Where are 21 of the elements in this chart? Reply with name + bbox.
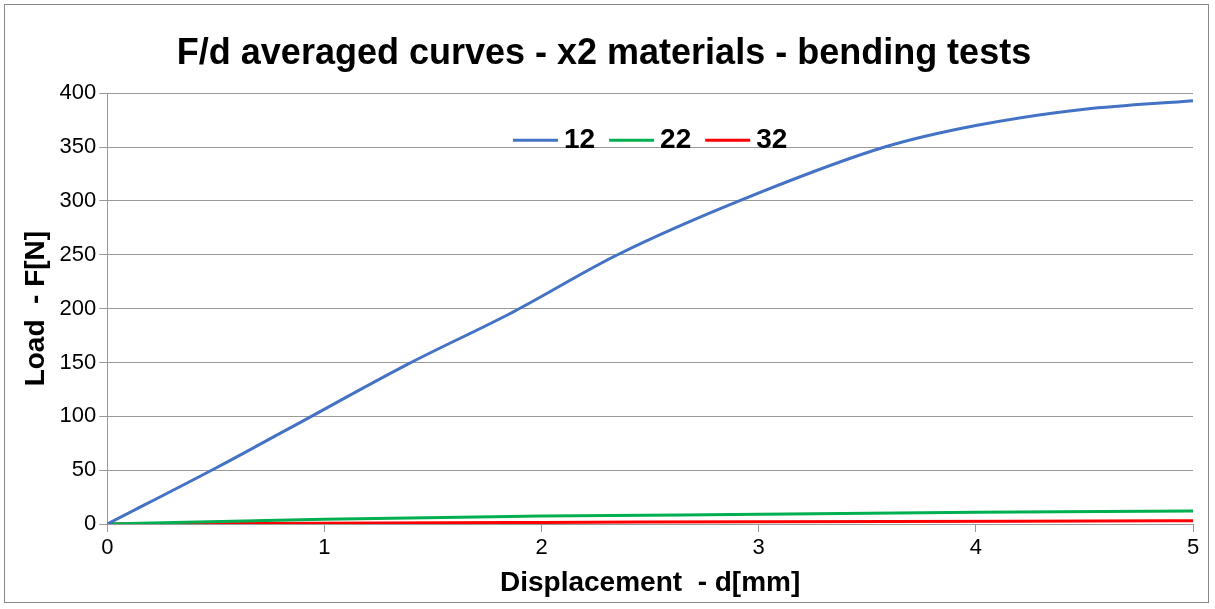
y-tick-label: 350 [59,133,97,159]
y-axis-title: Load - F[N] [18,230,50,387]
x-tick-label: 4 [969,534,982,560]
y-tick-label: 200 [59,294,97,320]
legend-label: 12 [563,122,596,154]
y-tick-label: 300 [59,186,97,212]
x-tick-label: 0 [101,534,114,560]
x-tick-label: 3 [752,534,765,560]
y-tick-label: 100 [59,402,97,428]
legend-label: 32 [756,122,788,154]
chart-title: F/d averaged curves - x2 materials - bending tests [176,30,1032,72]
y-tick-label: 400 [59,79,97,105]
y-tick-label: 250 [59,240,97,266]
x-axis-title: Displacement - d[mm] [500,565,801,597]
y-tick-label: 150 [59,348,97,374]
legend-label: 22 [660,122,692,154]
x-tick-label: 5 [1186,534,1200,560]
x-tick-label: 1 [318,534,331,560]
y-tick-label: 50 [71,456,97,482]
x-tick-label: 2 [535,534,548,560]
y-tick-label: 0 [84,510,97,536]
